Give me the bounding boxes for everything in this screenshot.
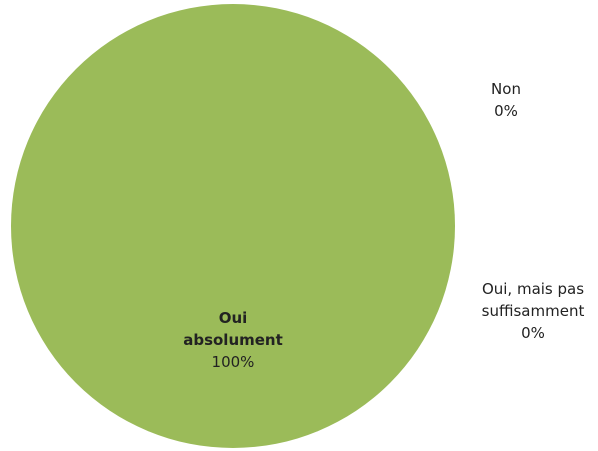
category-label: Oui absolument — [183, 309, 283, 349]
data-label: Oui absolument 100% — [173, 307, 293, 373]
pie-slice — [11, 4, 455, 448]
category-label: Oui, mais pas suffisamment — [481, 280, 585, 320]
data-label: Non 0% — [491, 78, 521, 122]
category-label: Non — [491, 80, 521, 98]
data-label: Oui, mais pas suffisamment 0% — [463, 278, 598, 344]
value-label: 100% — [211, 353, 255, 371]
value-label: 0% — [494, 102, 518, 120]
value-label: 0% — [521, 324, 545, 342]
